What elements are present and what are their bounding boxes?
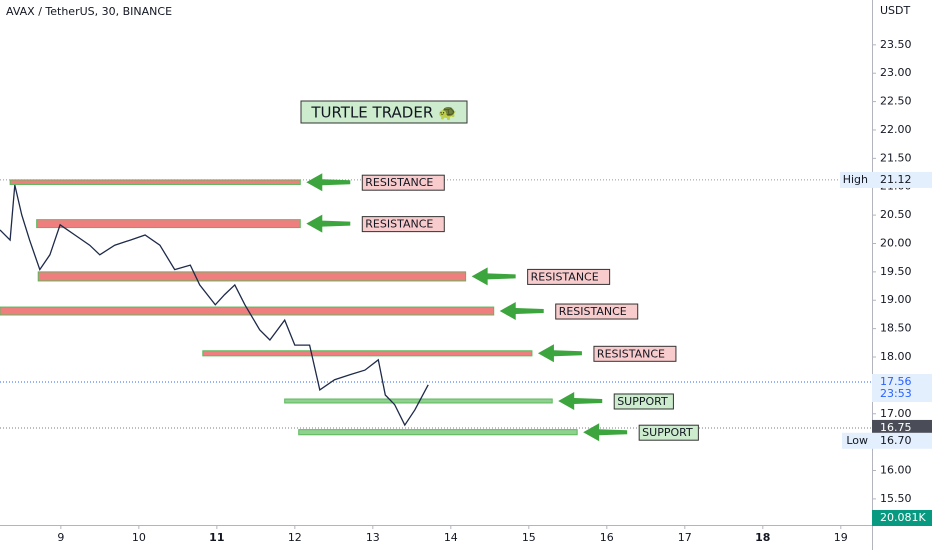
arrow [499,302,544,321]
x-tick-label: 12 [288,531,302,544]
y-tick-label: 21.50 [880,151,912,164]
low-name: Low [846,434,868,447]
last-badge [872,373,932,402]
arrow [537,344,582,363]
volume-label: 20.081K [880,511,926,524]
y-tick-label: 16.00 [880,464,912,477]
zone-label-box [361,216,445,233]
arrow [583,423,628,442]
y-tick-label: 18.00 [880,350,912,363]
low-value: 16.70 [880,434,912,447]
y-tick-label: 22.50 [880,95,912,108]
price-line [0,184,429,427]
y-tick-label: 20.50 [880,208,912,221]
zone [37,271,467,282]
currency: USDT [880,4,911,17]
volume-badge [872,510,932,526]
x-tick-label: 11 [209,531,224,544]
prev-value: 16.75 [880,421,912,434]
zone-label-box [361,174,445,191]
arrow [306,214,351,233]
zone-label: SUPPORT [642,426,693,439]
last-value: 17.56 [880,375,912,388]
y-tick-label: 19.50 [880,265,912,278]
chart-title: AVAX / TetherUS, 30, BINANCE [6,5,172,18]
zone [9,179,301,185]
low-badge [842,432,932,449]
x-tick-label: 9 [57,531,64,544]
y-tick-label: 18.50 [880,322,912,335]
x-tick-label: 18 [755,531,770,544]
x-tick-label: 10 [132,531,146,544]
zone-label: RESISTANCE [531,270,599,283]
zone-label: RESISTANCE [365,176,433,189]
zone-label-box [638,424,699,441]
zone [298,429,578,436]
y-tick-label: 17.00 [880,407,912,420]
y-tick-label: 20.00 [880,236,912,249]
x-tick-label: 15 [522,531,536,544]
zone-label-box [527,268,611,285]
x-tick-label: 17 [678,531,692,544]
y-tick-label: 19.00 [880,293,912,306]
y-tick-label: 23.50 [880,38,912,51]
zone-label: RESISTANCE [365,218,433,231]
x-tick-label: 16 [600,531,614,544]
prev-badge [872,419,932,435]
banner: TURTLE TRADER 🐢 [310,104,456,122]
zone [202,350,533,357]
x-tick-label: 14 [444,531,458,544]
countdown: 23:53 [880,387,912,400]
y-tick-label: 22.00 [880,123,912,136]
arrow [558,391,603,410]
zone-label: RESISTANCE [597,347,665,360]
arrow [471,267,516,286]
x-tick-label: 13 [366,531,380,544]
zone [36,219,301,229]
y-tick-label: 23.00 [880,66,912,79]
x-tick-label: 19 [834,531,848,544]
zone-label: SUPPORT [617,395,668,408]
zone-label-box [555,303,639,320]
zone-label-box [593,345,677,362]
zone-label-box [613,393,674,410]
y-tick-label: 15.50 [880,492,912,505]
high-badge [840,171,932,188]
zone-label: RESISTANCE [559,305,627,318]
arrow [306,173,351,192]
banner-box [300,100,468,124]
high-value: 21.12 [880,173,912,186]
high-name: High [843,173,868,186]
